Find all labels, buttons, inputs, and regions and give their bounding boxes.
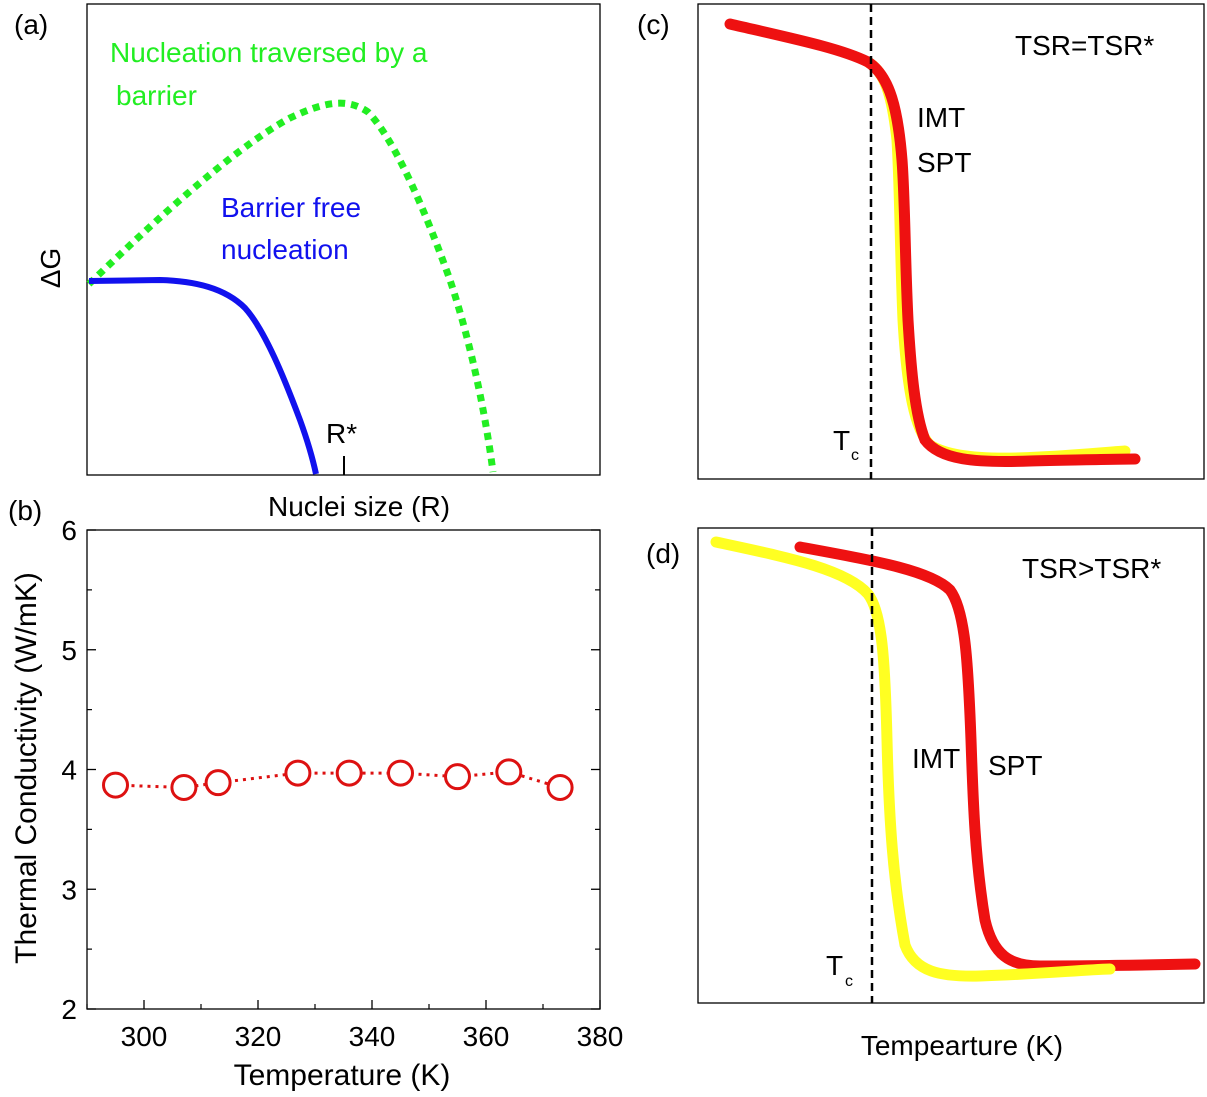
panel-d-tc-label: T [826,950,843,981]
panel-b-ticks [86,529,601,1010]
barrier-curve [86,99,497,473]
panel-d-imt-label: IMT [912,743,960,774]
green-label-line1: Nucleation traversed by a [110,37,428,68]
panel-a: (a) Nucleation traversed by a barrier Ba… [14,3,601,522]
data-point-7 [495,758,523,786]
panel-d-spt-curve [794,541,1201,972]
y-tick-label-0: 2 [61,994,77,1025]
data-point-2 [204,769,232,797]
panel-c-tag: (c) [637,9,670,40]
panel-d-imt-curve [710,536,1116,982]
y-tick-label-2: 4 [61,755,77,786]
panel-b: (b) 300 320 340 360 380 2 3 4 5 6 Temperature (K)… [8,495,623,1092]
panel-b-xlabel: Temperature (K) [234,1059,451,1092]
panel-c-frame [697,3,1205,480]
blue-label-line1: Barrier free [221,192,361,223]
panel-d-condition: TSR>TSR* [1022,553,1161,584]
data-point-1 [170,773,198,801]
data-point-8 [546,773,574,801]
panel-a-tag: (a) [14,9,48,40]
data-point-4 [335,759,363,787]
x-tick-label-3: 360 [463,1021,510,1052]
y-tick-label-4: 6 [61,515,77,546]
panel-d-tc-subscript: c [845,973,853,990]
panel-c: (c) TSR=TSR* IMT SPT T c [637,3,1205,480]
green-label-line2: barrier [116,80,197,111]
barrier-free-curve [88,276,319,475]
panel-c-imt-label: IMT [917,102,965,133]
panel-b-ylabel: Thermal Conductivity (W/mK) [10,572,43,964]
panel-a-ylabel: ΔG [35,248,66,288]
panel-d-xlabel: Tempearture (K) [861,1030,1063,1061]
panel-c-condition: TSR=TSR* [1015,30,1154,61]
panel-d-tag: (d) [646,538,680,569]
panel-c-tc-subscript: c [851,447,859,464]
panel-b-markers [102,758,574,801]
x-tick-label-0: 300 [121,1021,168,1052]
x-tick-label-4: 380 [577,1021,624,1052]
panel-a-xlabel: Nuclei size (R) [268,491,450,522]
panel-c-spt-label: SPT [917,147,971,178]
x-tick-label-1: 320 [235,1021,282,1052]
data-point-5 [387,759,414,787]
y-tick-label-3: 5 [61,635,77,666]
panel-c-tc-label: T [833,425,850,456]
panel-c-spt-curve [724,18,1141,468]
y-tick-label-1: 3 [61,874,77,905]
panel-d-spt-label: SPT [988,750,1042,781]
x-tick-label-2: 340 [349,1021,396,1052]
rstar-label: R* [326,418,357,449]
panel-d-frame [697,527,1205,1004]
data-point-3 [284,759,312,787]
data-point-0 [102,771,129,799]
data-point-6 [444,763,471,791]
panel-b-tag: (b) [8,495,42,526]
panel-d: (d) TSR>TSR* IMT SPT T c Tempearture (K) [646,527,1205,1061]
blue-label-line2: nucleation [221,234,349,265]
panel-b-tick-labels: 300 320 340 360 380 2 3 4 5 6 [61,515,623,1052]
